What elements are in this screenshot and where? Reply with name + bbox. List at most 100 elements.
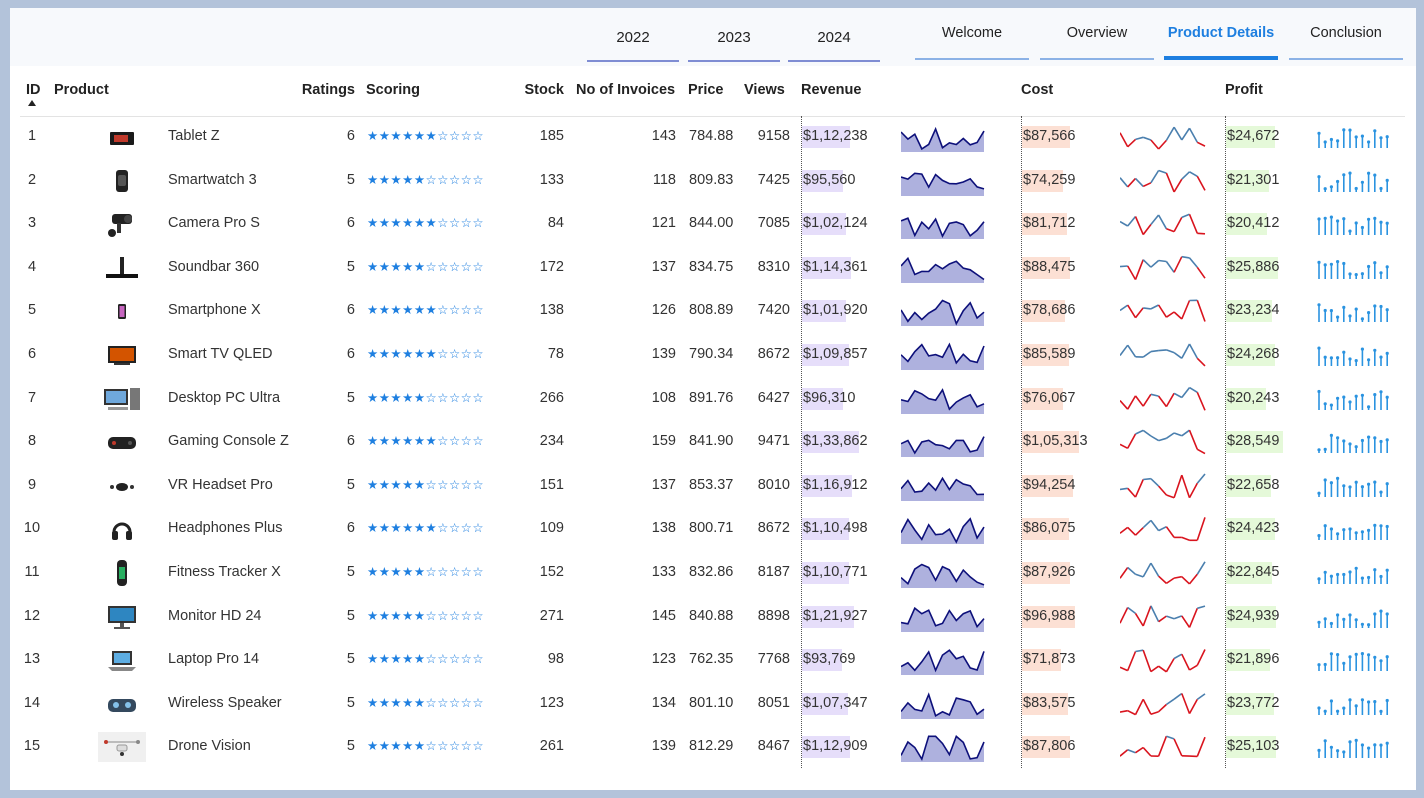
vr-headset-icon [98, 471, 146, 501]
profit-bar-fill [1226, 692, 1274, 715]
revenue-sparkline [900, 645, 985, 680]
profit-bar-value: $23,234 [1227, 302, 1280, 319]
column-header-invoices[interactable]: No of Invoices [576, 82, 676, 98]
views-value: 6427 [757, 389, 790, 406]
views-value: 9158 [757, 128, 790, 144]
profit-bar-value: $24,268 [1227, 346, 1280, 362]
star-rating-icon: ★★★★★☆☆☆☆☆ [367, 608, 485, 623]
table-row[interactable]: 3 Camera Pro S 6 ★★★★★★☆☆☆☆ 84 121 844.00 7085 $… [10, 203, 1416, 246]
invoices-value: 137 [651, 476, 676, 493]
column-header-product[interactable]: Product [54, 82, 109, 98]
product-name: VR Headset Pro [168, 476, 273, 493]
revenue-bar-value: $95,560 [803, 171, 856, 188]
views-value: 8310 [757, 258, 790, 275]
table-row[interactable]: 11 Fitness Tracker X 5 ★★★★★☆☆☆☆☆ 152 133 832.… [10, 552, 1416, 595]
column-header-profit[interactable]: Profit [1225, 82, 1263, 98]
revenue-bar: $1,07,347 [802, 692, 897, 715]
table-row[interactable]: 15 Drone Vision 5 ★★★★★☆☆☆☆☆ 261 139 812.29 846… [10, 726, 1416, 769]
cost-sparkline [1119, 340, 1206, 375]
rating-value: 6 [346, 128, 355, 144]
profit-bar-fill [1226, 474, 1271, 497]
header-divider [20, 116, 1405, 117]
cost-bar-fill [1022, 649, 1061, 672]
star-rating-icon: ★★★★★★☆☆☆☆ [367, 303, 485, 318]
revenue-bar: $1,02,124 [802, 213, 897, 236]
product-name: Headphones Plus [168, 520, 283, 537]
views-value: 7768 [757, 651, 790, 668]
table-row[interactable]: 12 Monitor HD 24 5 ★★★★★☆☆☆☆☆ 271 145 840.88 88… [10, 596, 1416, 639]
table-row[interactable]: 2 Smartwatch 3 5 ★★★★★☆☆☆☆☆ 133 118 809.83 7425… [10, 160, 1416, 203]
year-tab-2022[interactable]: 2022 [587, 26, 679, 62]
cost-bar-fill [1022, 736, 1070, 759]
table-row[interactable]: 4 Soundbar 360 5 ★★★★★☆☆☆☆☆ 172 137 834.75 8310… [10, 247, 1416, 290]
cost-bar: $83,575 [1022, 692, 1117, 715]
profit-bar: $25,103 [1226, 736, 1321, 759]
column-header-revenue[interactable]: Revenue [801, 82, 862, 98]
tab-overview[interactable]: Overview [1040, 22, 1154, 60]
revenue-bar-fill [802, 562, 849, 584]
views-value: 8672 [757, 520, 790, 537]
table-row[interactable]: 13 Laptop Pro 14 5 ★★★★★☆☆☆☆☆ 98 123 762.35 776… [10, 639, 1416, 682]
price-value: 844.00 [689, 215, 734, 232]
revenue-bar-fill [802, 474, 852, 497]
table-row[interactable]: 5 Smartphone X 6 ★★★★★★☆☆☆☆ 138 126 808.89 7420… [10, 290, 1416, 333]
column-header-views[interactable]: Views [744, 82, 785, 98]
row-id: 11 [24, 564, 40, 580]
tab-product-details[interactable]: Product Details [1164, 22, 1278, 60]
product-name: Smartwatch 3 [168, 171, 257, 188]
column-header-stock[interactable]: Stock [524, 82, 565, 98]
invoices-value: 108 [651, 389, 676, 406]
revenue-bar-value: $93,769 [803, 651, 856, 668]
revenue-sparkline [900, 558, 985, 593]
revenue-bar-value: $1,02,124 [803, 215, 868, 232]
cost-column-divider [1021, 116, 1022, 768]
product-name: Tablet Z [168, 128, 220, 144]
column-header-price[interactable]: Price [688, 82, 724, 98]
revenue-bar-fill [802, 387, 843, 410]
table-row[interactable]: 14 Wireless Speaker 5 ★★★★★☆☆☆☆☆ 123 134 801.1… [10, 683, 1416, 726]
rating-value: 5 [346, 564, 355, 580]
profit-bar-value: $22,845 [1227, 564, 1280, 580]
price-value: 841.90 [689, 433, 734, 450]
cost-bar-fill [1022, 344, 1069, 366]
column-header-ratings[interactable]: Ratings [301, 82, 355, 98]
stock-value: 172 [539, 258, 564, 275]
stock-value: 185 [539, 128, 564, 144]
column-header-scoring[interactable]: Scoring [366, 82, 420, 98]
product-name: Desktop PC Ultra [168, 389, 281, 406]
revenue-sparkline [900, 732, 985, 767]
tab-conclusion[interactable]: Conclusion [1289, 22, 1403, 60]
invoices-value: 121 [651, 215, 676, 232]
column-header-id[interactable]: ID [26, 82, 41, 98]
revenue-sparkline [900, 689, 985, 724]
table-row[interactable]: 7 Desktop PC Ultra 5 ★★★★★☆☆☆☆☆ 266 108 891.76… [10, 378, 1416, 421]
table-row[interactable]: 6 Smart TV QLED 6 ★★★★★★☆☆☆☆ 78 139 790.34 8672… [10, 334, 1416, 377]
profit-sparkline [1315, 471, 1391, 506]
tab-welcome[interactable]: Welcome [915, 22, 1029, 60]
revenue-bar: $1,33,862 [802, 431, 897, 454]
price-value: 853.37 [689, 476, 734, 493]
table-row[interactable]: 1 Tablet Z 6 ★★★★★★☆☆☆☆ 185 143 784.88 9158 $1,1… [10, 116, 1416, 159]
revenue-bar: $96,310 [802, 387, 897, 410]
cost-bar-value: $94,254 [1023, 476, 1076, 493]
revenue-sparkline [900, 122, 985, 157]
headphones-icon [98, 514, 146, 544]
table-row[interactable]: 9 VR Headset Pro 5 ★★★★★☆☆☆☆☆ 151 137 853.37 80… [10, 465, 1416, 508]
profit-sparkline [1315, 645, 1391, 680]
year-tab-2024[interactable]: 2024 [788, 26, 880, 62]
year-tab-2023[interactable]: 2023 [688, 26, 780, 62]
smartphone-icon [98, 296, 146, 326]
profit-bar: $25,886 [1226, 256, 1321, 279]
views-value: 7085 [757, 215, 790, 232]
cost-bar-value: $74,259 [1023, 171, 1076, 188]
revenue-bar: $1,10,771 [802, 562, 897, 584]
table-row[interactable]: 8 Gaming Console Z 6 ★★★★★★☆☆☆☆ 234 159 841.90… [10, 421, 1416, 464]
profit-bar: $20,243 [1226, 387, 1321, 410]
table-row[interactable]: 10 Headphones Plus 6 ★★★★★★☆☆☆☆ 109 138 800.71… [10, 508, 1416, 551]
profit-bar: $21,301 [1226, 169, 1321, 192]
column-header-cost[interactable]: Cost [1021, 82, 1054, 98]
row-id: 10 [23, 520, 41, 537]
price-value: 808.89 [689, 302, 734, 319]
cost-bar: $87,926 [1022, 562, 1117, 584]
row-id: 12 [23, 607, 41, 624]
